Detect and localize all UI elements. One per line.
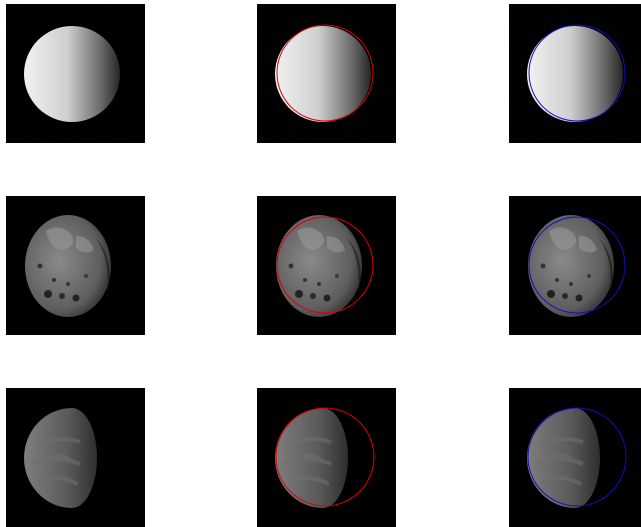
fit-circle (276, 24, 374, 122)
moon-image (4, 386, 147, 527)
panel (257, 196, 396, 335)
fit-circle (527, 407, 627, 507)
panel (255, 386, 398, 527)
panel (257, 4, 396, 143)
panel (6, 4, 145, 143)
panel (509, 196, 641, 335)
fit-circle (276, 216, 374, 314)
panel (509, 4, 641, 143)
panel (6, 196, 145, 335)
moon-image (6, 196, 145, 335)
panel (4, 386, 147, 527)
fit-circle (528, 216, 626, 314)
fit-circle (528, 24, 626, 122)
panel (507, 386, 641, 527)
moon-image (6, 4, 145, 143)
fit-circle (275, 407, 375, 507)
